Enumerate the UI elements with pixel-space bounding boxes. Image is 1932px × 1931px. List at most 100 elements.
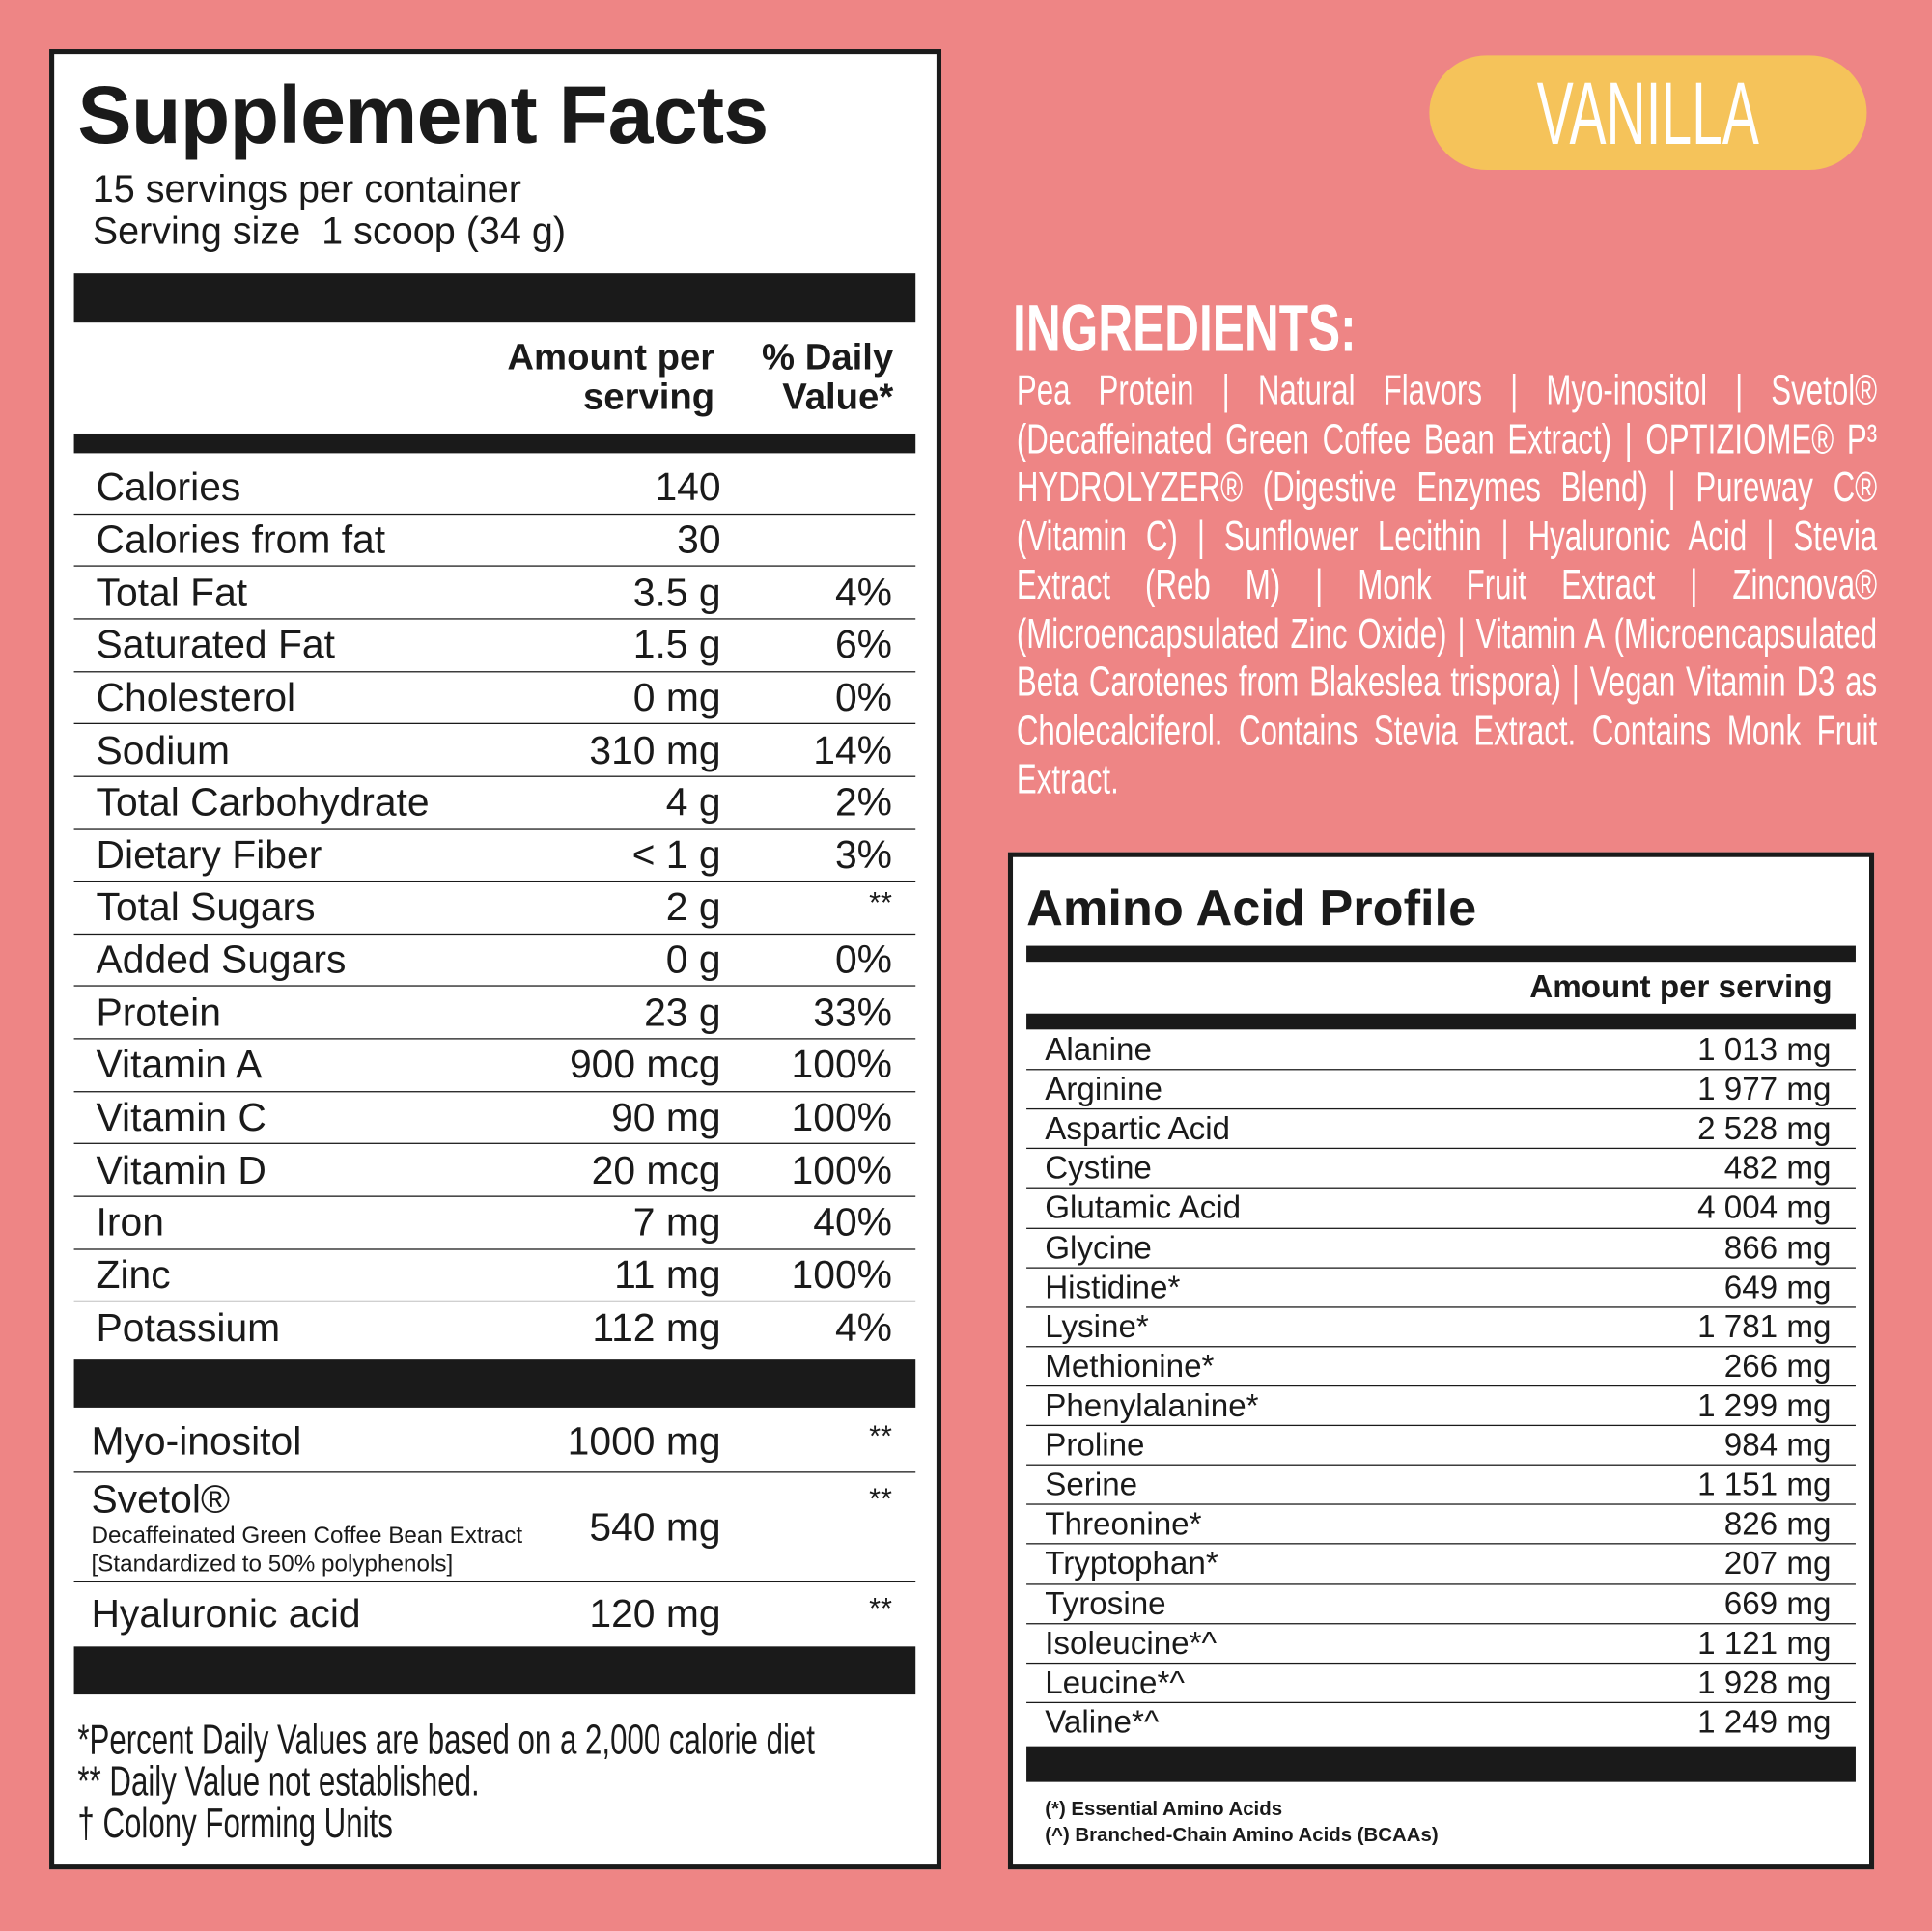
amino-amount: 1 977 mg bbox=[1697, 1070, 1832, 1107]
flavor: VANILLA bbox=[1536, 65, 1759, 164]
amino-footnote: (*) Essential Amino Acids bbox=[1045, 1799, 1283, 1821]
amino-row: Lysine* 1 781 mg bbox=[1026, 1307, 1856, 1348]
nutrient-row: Vitamin D 20 mcg 100% bbox=[73, 1144, 916, 1197]
amino-name: Tryptophan* bbox=[1045, 1545, 1218, 1582]
specialty-sub: Decaffeinated Green Coffee Bean Extract bbox=[91, 1523, 523, 1549]
nutrient-dv: 40% bbox=[813, 1199, 892, 1245]
divider bbox=[73, 1646, 916, 1695]
amino-amount: 266 mg bbox=[1723, 1347, 1832, 1385]
nutrient-dv: 100% bbox=[791, 1042, 892, 1087]
amino-row: Leucine*^ 1 928 mg bbox=[1026, 1664, 1856, 1703]
nutrient-row: Vitamin A 900 mcg 100% bbox=[73, 1040, 916, 1093]
footnote: ** Daily Value not established. bbox=[77, 1758, 480, 1805]
amino-amount: 984 mg bbox=[1723, 1426, 1832, 1464]
amino-name: Threonine* bbox=[1045, 1505, 1202, 1543]
amino-name: Phenylalanine* bbox=[1045, 1386, 1259, 1424]
nutrient-dv: 14% bbox=[813, 727, 892, 772]
amino-name: Cystine bbox=[1045, 1149, 1152, 1187]
amino-amount: 649 mg bbox=[1723, 1268, 1832, 1305]
nutrient-row: Total Carbohydrate 4 g 2% bbox=[73, 777, 916, 830]
specialty-name: Svetol® bbox=[91, 1475, 231, 1521]
specialty-sub: [Standardized to 50% polyphenols] bbox=[91, 1551, 454, 1578]
nutrient-dv: 0% bbox=[834, 674, 892, 719]
facts-panel bbox=[49, 49, 942, 1870]
amino-row: Threonine* 826 mg bbox=[1026, 1505, 1856, 1546]
amino-name: Aspartic Acid bbox=[1045, 1109, 1231, 1147]
specialty-row: Myo-inositol 1000 mg ** bbox=[73, 1410, 916, 1473]
amino-row: Glutamic Acid 4 004 mg bbox=[1026, 1189, 1856, 1229]
facts-title: Supplement Facts bbox=[77, 69, 769, 160]
amino-amount: 866 mg bbox=[1723, 1228, 1832, 1266]
nutrient-dv: 100% bbox=[791, 1147, 892, 1192]
amino-name: Glycine bbox=[1045, 1228, 1152, 1266]
nutrient-row: Total Fat 3.5 g 4% bbox=[73, 567, 916, 620]
dv-header: % Daily Value* bbox=[762, 337, 894, 418]
amino-row: Valine*^ 1 249 mg bbox=[1026, 1703, 1856, 1743]
amino-row: Tryptophan* 207 mg bbox=[1026, 1545, 1856, 1584]
amino-name: Methionine* bbox=[1045, 1347, 1215, 1385]
nutrient-name: Vitamin C bbox=[96, 1094, 266, 1139]
nutrient-row: Iron 7 mg 40% bbox=[73, 1197, 916, 1250]
footnote: † Colony Forming Units bbox=[77, 1800, 393, 1848]
nutrient-name: Dietary Fiber bbox=[96, 832, 322, 877]
nutrient-row: Added Sugars 0 g 0% bbox=[73, 935, 916, 988]
amino-header: Amount per serving bbox=[1529, 967, 1833, 1005]
amino-row: Arginine 1 977 mg bbox=[1026, 1071, 1856, 1110]
amino-amount: 1 013 mg bbox=[1697, 1030, 1832, 1068]
nutrient-amount: 23 g bbox=[644, 990, 721, 1035]
ingredients-title: INGREDIENTS: bbox=[1013, 292, 1357, 366]
amino-row: Phenylalanine* 1 299 mg bbox=[1026, 1386, 1856, 1427]
amino-name: Alanine bbox=[1045, 1030, 1152, 1068]
nutrient-amount: 7 mg bbox=[632, 1199, 721, 1245]
nutrient-name: Vitamin D bbox=[96, 1147, 266, 1192]
nutrient-row: Saturated Fat 1.5 g 6% bbox=[73, 619, 916, 672]
specialty-name: Myo-inositol bbox=[91, 1417, 302, 1463]
amino-name: Proline bbox=[1045, 1426, 1145, 1464]
amino-row: Methionine* 266 mg bbox=[1026, 1347, 1856, 1387]
nutrient-dv: 3% bbox=[834, 832, 892, 877]
nutrient-row: Total Sugars 2 g ** bbox=[73, 882, 916, 935]
nutrient-amount: 20 mcg bbox=[591, 1147, 721, 1192]
divider bbox=[73, 433, 916, 454]
nutrient-row: Vitamin C 90 mg 100% bbox=[73, 1092, 916, 1145]
amino-amount: 482 mg bbox=[1723, 1149, 1832, 1187]
nutrient-amount: 4 g bbox=[665, 779, 721, 825]
specialty-row: Svetol® Decaffeinated Green Coffee Bean E… bbox=[73, 1472, 916, 1583]
nutrient-name: Sodium bbox=[96, 727, 231, 772]
amino-amount: 1 928 mg bbox=[1697, 1663, 1832, 1701]
amino-name: Glutamic Acid bbox=[1045, 1189, 1242, 1226]
nutrient-name: Total Sugars bbox=[96, 884, 316, 930]
nutrient-amount: 112 mg bbox=[592, 1305, 721, 1351]
nutrient-row: Zinc 11 mg 100% bbox=[73, 1249, 916, 1302]
nutrient-amount: 90 mg bbox=[611, 1094, 721, 1139]
amino-row: Isoleucine*^ 1 121 mg bbox=[1026, 1624, 1856, 1664]
nutrient-row: Potassium 112 mg 4% bbox=[74, 1302, 916, 1355]
amino-row: Glycine 866 mg bbox=[1026, 1228, 1856, 1269]
amount-header: Amount per serving bbox=[507, 337, 715, 418]
nutrient-dv: 6% bbox=[834, 622, 892, 667]
divider bbox=[73, 273, 916, 323]
specialty-amount: 1000 mg bbox=[567, 1417, 721, 1463]
amino-amount: 826 mg bbox=[1723, 1505, 1832, 1543]
specialty-dv: ** bbox=[869, 1419, 892, 1454]
amino-row: Aspartic Acid 2 528 mg bbox=[1026, 1110, 1856, 1150]
amino-amount: 1 121 mg bbox=[1697, 1624, 1832, 1662]
nutrient-dv: 33% bbox=[813, 990, 892, 1035]
amino-name: Valine*^ bbox=[1045, 1703, 1160, 1741]
amino-row: Serine 1 151 mg bbox=[1026, 1466, 1856, 1506]
amino-amount: 4 004 mg bbox=[1697, 1189, 1832, 1226]
amino-row: Proline 984 mg bbox=[1026, 1426, 1856, 1467]
flavor-pill bbox=[1429, 55, 1867, 171]
amino-row: Histidine* 649 mg bbox=[1026, 1268, 1856, 1308]
nutrient-amount: 900 mcg bbox=[569, 1042, 721, 1087]
specialty-row: Hyaluronic acid 120 mg ** bbox=[74, 1582, 916, 1644]
amino-amount: 1 151 mg bbox=[1697, 1466, 1832, 1503]
amino-title: Amino Acid Profile bbox=[1026, 879, 1477, 937]
amino-row: Cystine 482 mg bbox=[1026, 1149, 1856, 1189]
amino-name: Leucine*^ bbox=[1045, 1663, 1185, 1701]
specialty-amount: 120 mg bbox=[589, 1590, 721, 1636]
nutrient-name: Added Sugars bbox=[96, 937, 347, 982]
specialty-amount: 540 mg bbox=[589, 1504, 721, 1549]
nutrient-row: Sodium 310 mg 14% bbox=[73, 724, 916, 777]
